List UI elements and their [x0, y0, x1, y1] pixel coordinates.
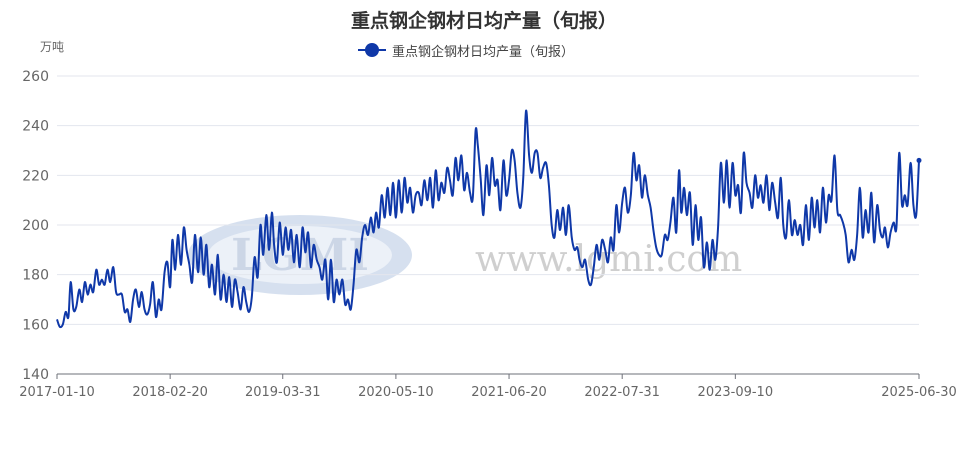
x-tick-label: 2020-05-10 — [358, 385, 434, 400]
y-tick-label: 180 — [22, 268, 49, 284]
x-tick-label: 2018-02-20 — [132, 385, 208, 400]
x-tick-label: 2021-06-20 — [471, 385, 547, 400]
legend-label: 重点钢企钢材日均产量（旬报） — [392, 44, 575, 60]
x-tick-label: 2017-01-10 — [19, 385, 95, 400]
y-tick-label: 160 — [22, 317, 49, 333]
y-tick-label: 140 — [22, 367, 49, 383]
data-point-end — [916, 157, 922, 163]
y-axis-unit: 万吨 — [40, 40, 64, 54]
x-tick-label: 2019-03-31 — [245, 385, 321, 400]
legend[interactable]: 重点钢企钢材日均产量（旬报） — [358, 40, 574, 60]
x-tick-label: 2022-07-31 — [584, 385, 660, 400]
legend-line-icon — [358, 43, 386, 57]
series-line — [56, 109, 920, 329]
y-tick-label: 200 — [22, 218, 49, 234]
y-tick-label: 260 — [22, 69, 49, 85]
chart-title: 重点钢企钢材日均产量（旬报） — [350, 10, 617, 32]
y-tick-label: 220 — [22, 168, 49, 184]
x-tick-label: 2025-06-30 — [881, 385, 957, 400]
y-tick-label: 240 — [22, 119, 49, 135]
x-tick-label: 2023-09-10 — [698, 385, 774, 400]
